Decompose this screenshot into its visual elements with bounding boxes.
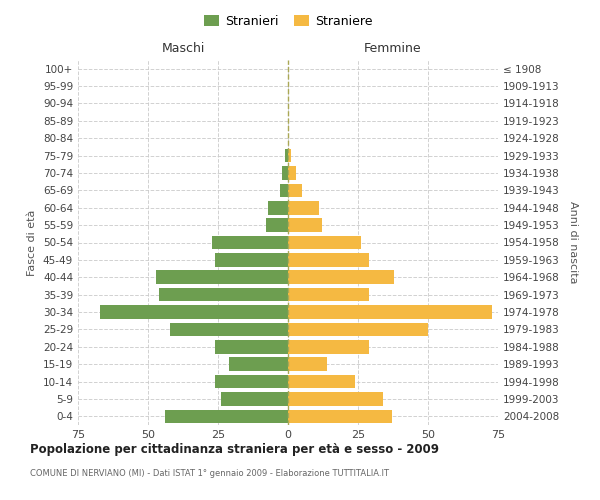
Bar <box>288 253 369 266</box>
Text: Maschi: Maschi <box>161 42 205 55</box>
Bar <box>285 149 288 162</box>
Text: Popolazione per cittadinanza straniera per età e sesso - 2009: Popolazione per cittadinanza straniera p… <box>30 442 439 456</box>
Bar <box>212 236 288 250</box>
Bar <box>288 375 355 388</box>
Bar <box>165 410 288 423</box>
Bar <box>288 149 291 162</box>
Bar <box>288 270 394 284</box>
Bar <box>288 184 302 197</box>
Bar <box>288 358 327 371</box>
Bar <box>229 358 288 371</box>
Bar <box>283 166 288 180</box>
Bar <box>288 218 322 232</box>
Bar <box>100 305 288 319</box>
Y-axis label: Anni di nascita: Anni di nascita <box>568 201 578 284</box>
Bar <box>215 340 288 353</box>
Legend: Stranieri, Straniere: Stranieri, Straniere <box>200 11 376 32</box>
Bar <box>215 253 288 266</box>
Bar <box>288 288 369 302</box>
Bar <box>157 270 288 284</box>
Bar <box>288 392 383 406</box>
Bar <box>215 375 288 388</box>
Bar <box>221 392 288 406</box>
Bar <box>288 166 296 180</box>
Bar <box>288 322 428 336</box>
Bar <box>288 236 361 250</box>
Bar <box>170 322 288 336</box>
Bar <box>288 305 493 319</box>
Bar <box>288 201 319 214</box>
Bar <box>280 184 288 197</box>
Bar <box>266 218 288 232</box>
Bar <box>268 201 288 214</box>
Text: Femmine: Femmine <box>364 42 422 55</box>
Y-axis label: Fasce di età: Fasce di età <box>28 210 37 276</box>
Bar <box>288 340 369 353</box>
Bar <box>159 288 288 302</box>
Text: COMUNE DI NERVIANO (MI) - Dati ISTAT 1° gennaio 2009 - Elaborazione TUTTITALIA.I: COMUNE DI NERVIANO (MI) - Dati ISTAT 1° … <box>30 469 389 478</box>
Bar <box>288 410 392 423</box>
